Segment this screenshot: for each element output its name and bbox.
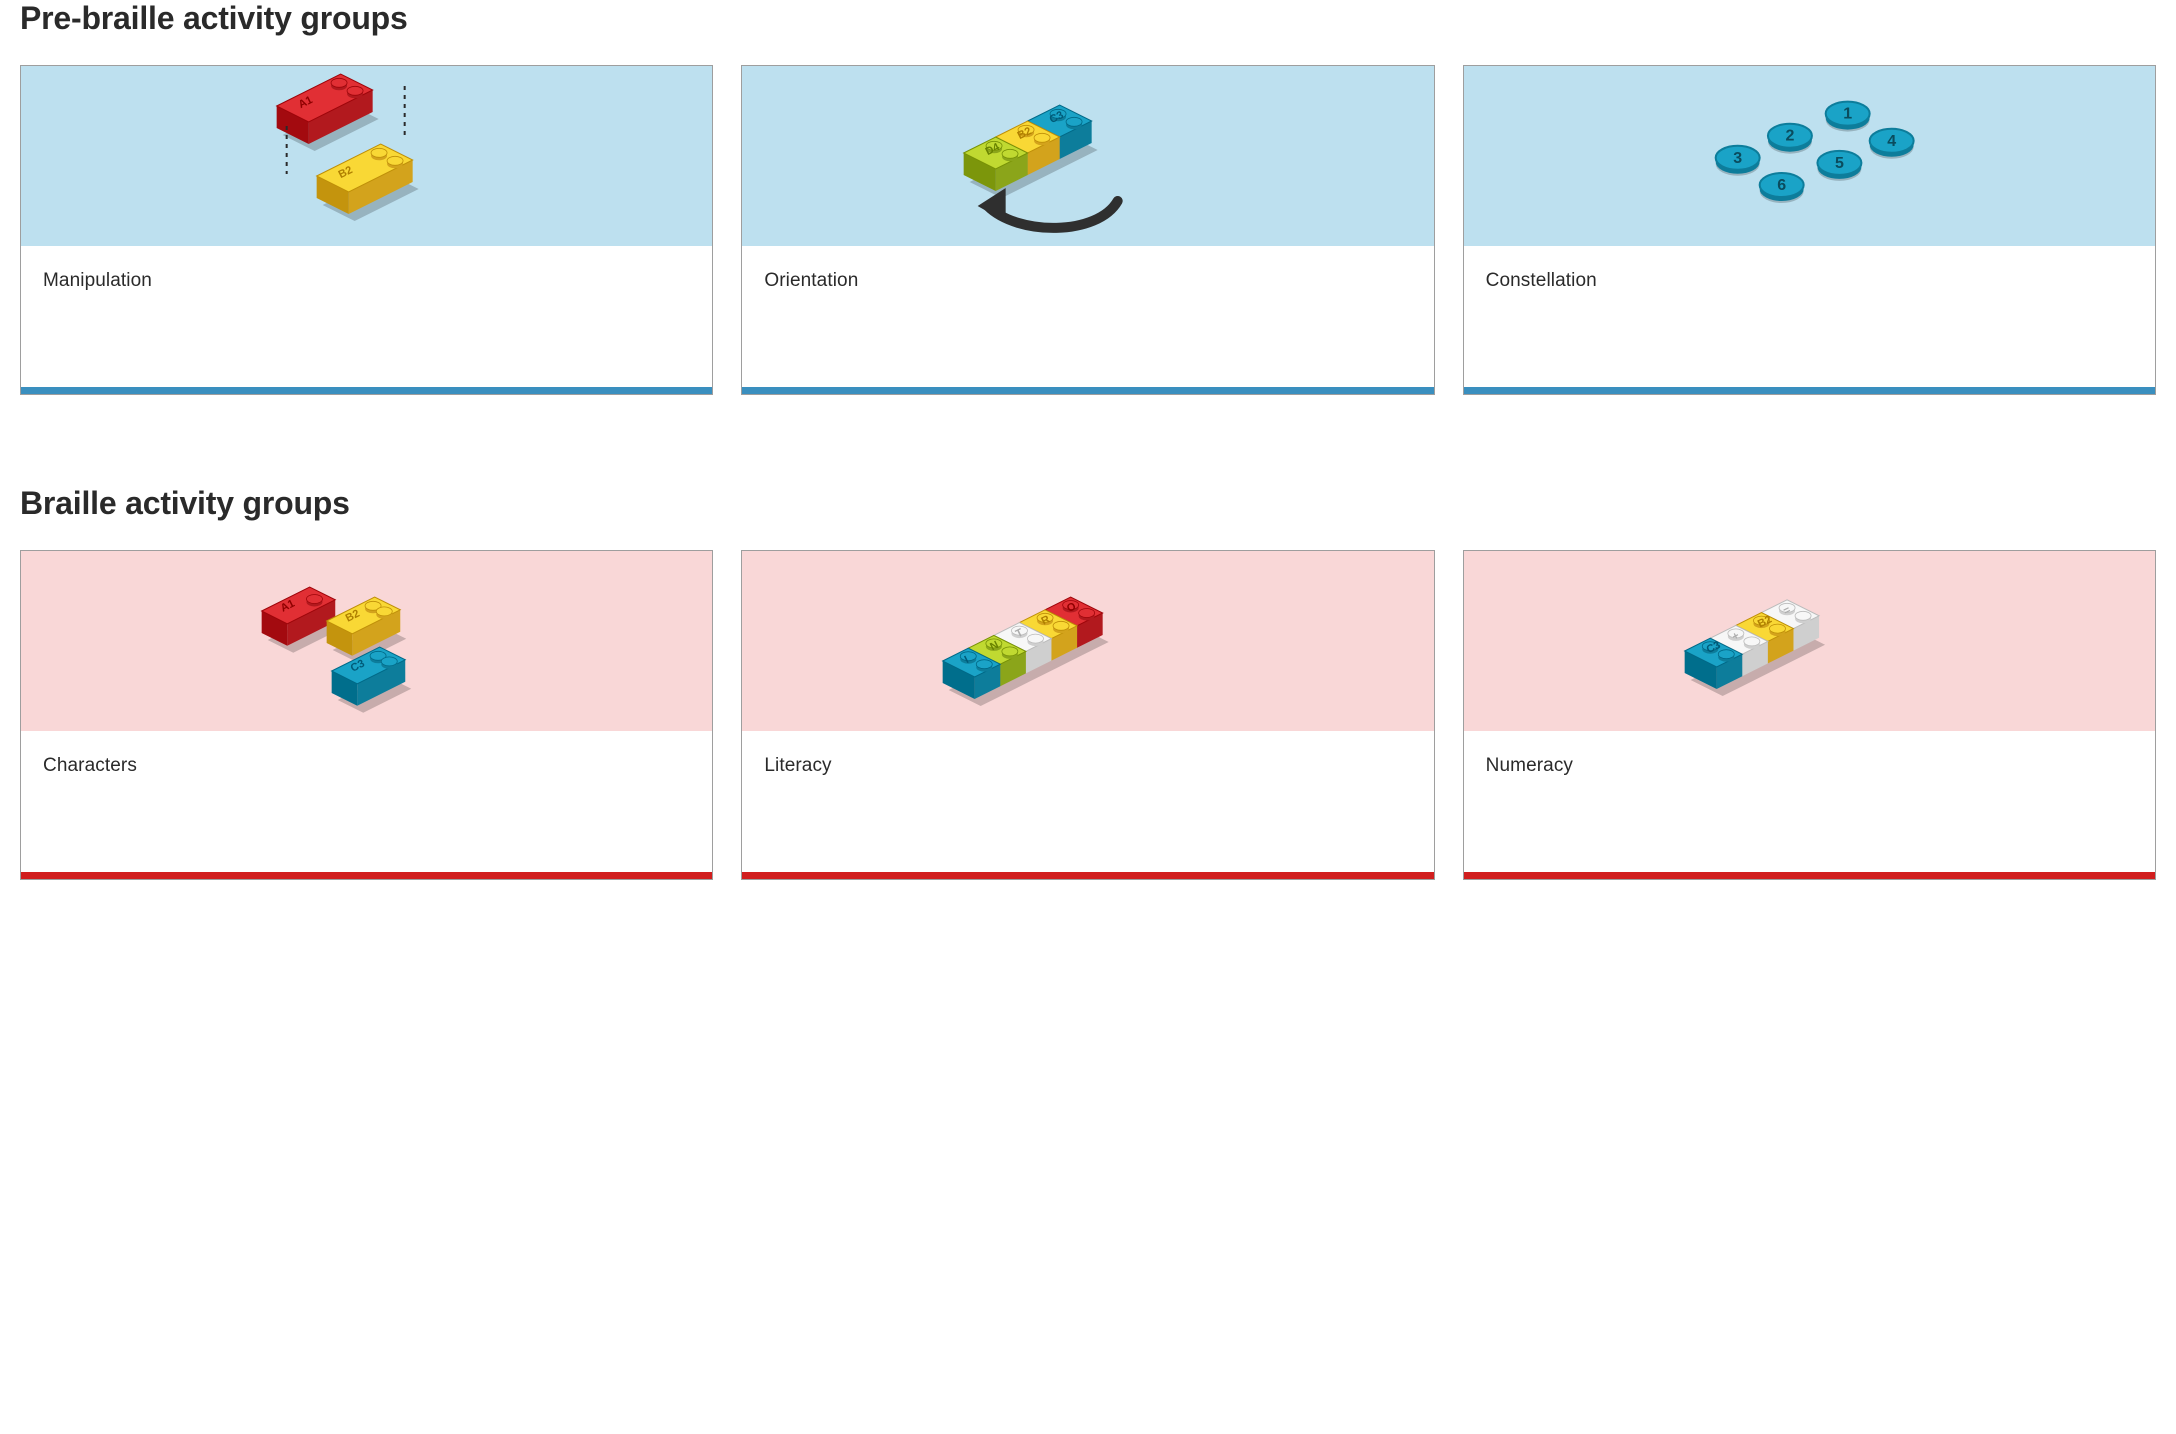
section-title: Braille activity groups [20, 485, 2156, 522]
card-manipulation[interactable]: B2 A1 Manipulation [20, 65, 713, 395]
card-title: Constellation [1486, 270, 2133, 292]
card-numeracy[interactable]: = B2 + C3 Numeracy [1463, 550, 2156, 880]
svg-text:4: 4 [1887, 133, 1896, 150]
card-body: Manipulation [21, 246, 712, 387]
card-accent-stripe [21, 872, 712, 879]
manipulation-illustration: B2 A1 [21, 66, 712, 246]
card-row: B2 A1 Manipulation C3 B2 D4 Orientation 1… [20, 65, 2156, 395]
card-title: Orientation [764, 270, 1411, 292]
orientation-illustration: C3 B2 D4 [742, 66, 1433, 246]
literacy-illustration: O R T N I [742, 551, 1433, 731]
card-body: Orientation [742, 246, 1433, 387]
numeracy-illustration: = B2 + C3 [1464, 551, 2155, 731]
svg-text:3: 3 [1733, 150, 1742, 167]
svg-text:1: 1 [1843, 106, 1852, 123]
card-title: Literacy [764, 755, 1411, 777]
card-accent-stripe [742, 872, 1433, 879]
card-accent-stripe [742, 387, 1433, 394]
card-accent-stripe [1464, 387, 2155, 394]
constellation-illustration: 1 2 3 4 5 6 [1464, 66, 2155, 246]
svg-text:2: 2 [1785, 128, 1794, 145]
braille-section: Braille activity groups A1 B2 C3 Characte… [20, 485, 2156, 880]
card-accent-stripe [21, 387, 712, 394]
card-literacy[interactable]: O R T N I Literacy [741, 550, 1434, 880]
card-constellation[interactable]: 1 2 3 4 5 6 Constellation [1463, 65, 2156, 395]
card-row: A1 B2 C3 Characters O R T N I Literacy [20, 550, 2156, 880]
card-body: Literacy [742, 731, 1433, 872]
card-body: Characters [21, 731, 712, 872]
card-title: Characters [43, 755, 690, 777]
svg-text:5: 5 [1835, 155, 1844, 172]
characters-illustration: A1 B2 C3 [21, 551, 712, 731]
card-title: Numeracy [1486, 755, 2133, 777]
card-orientation[interactable]: C3 B2 D4 Orientation [741, 65, 1434, 395]
section-title: Pre-braille activity groups [20, 0, 2156, 37]
card-title: Manipulation [43, 270, 690, 292]
card-characters[interactable]: A1 B2 C3 Characters [20, 550, 713, 880]
card-body: Numeracy [1464, 731, 2155, 872]
prebraille-section: Pre-braille activity groups B2 A1 Manipul… [20, 0, 2156, 395]
svg-text:6: 6 [1777, 177, 1786, 194]
card-accent-stripe [1464, 872, 2155, 879]
card-body: Constellation [1464, 246, 2155, 387]
